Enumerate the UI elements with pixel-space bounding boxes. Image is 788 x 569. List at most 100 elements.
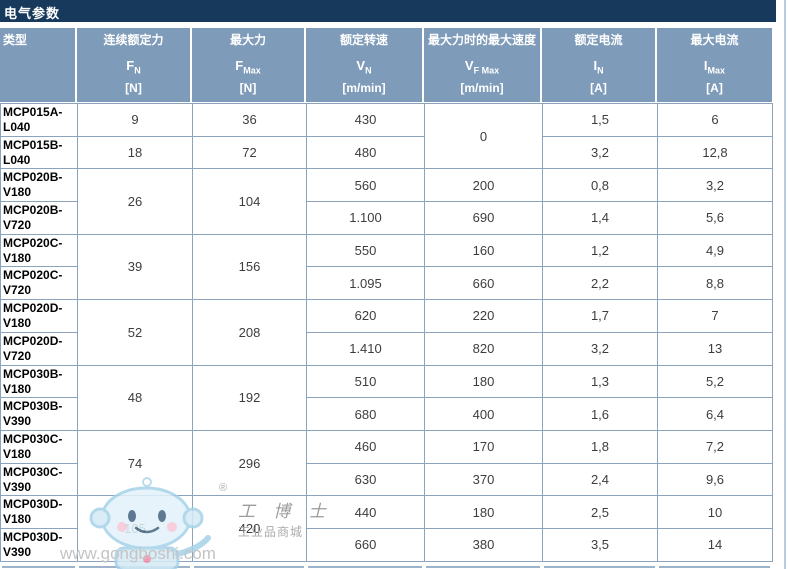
value-cell: 370 <box>424 462 543 497</box>
column-header-symbol: FMax <box>235 58 261 76</box>
value-cell: 105 <box>77 495 193 562</box>
value-cell: 560 <box>306 168 425 203</box>
value-cell: 420 <box>192 495 307 562</box>
value-cell: 2,2 <box>542 266 658 301</box>
value-cell: 74 <box>77 429 193 497</box>
value-cell: 3,5 <box>542 527 658 562</box>
parameters-table: MCP015A-L040 9 36 430 0 1,5 6 MCP015B-L040 18 72 4… <box>0 102 773 562</box>
table-row: MCP030B-V390 680 400 1,6 6,4 <box>0 397 773 431</box>
type-cell: MCP020D-V720 <box>0 331 78 366</box>
value-cell: 36 <box>192 103 307 137</box>
column-header-unit: [A] <box>590 81 607 95</box>
section-title: 电气参数 <box>4 6 61 21</box>
value-cell: 430 <box>306 103 425 137</box>
table-row: MCP020B-V720 1.100 690 1,4 5,6 <box>0 201 773 235</box>
value-cell: 1,5 <box>542 103 658 137</box>
value-cell: 510 <box>306 364 425 399</box>
column-header-label: 最大力 <box>229 33 266 47</box>
type-cell: MCP030C-V180 <box>0 429 78 464</box>
column-header-label: 类型 <box>3 33 28 47</box>
value-cell: 13 <box>657 331 773 366</box>
table-row: MCP020C-V720 1.095 660 2,2 8,8 <box>0 266 773 301</box>
value-cell: 620 <box>306 299 425 333</box>
table-row: MCP015B-L040 18 72 480 3,2 12,8 <box>0 135 773 170</box>
value-cell: 440 <box>306 495 425 529</box>
table-row: MCP030C-V180 74 296 460 170 1,8 7,2 <box>0 429 773 497</box>
value-cell: 220 <box>424 299 543 333</box>
value-cell: 1,2 <box>542 233 658 268</box>
value-cell: 156 <box>192 233 307 301</box>
type-cell: MCP030C-V390 <box>0 462 78 497</box>
column-header-label: 最大力时的最大速度 <box>428 33 537 47</box>
table-row: MCP015A-L040 9 36 430 0 1,5 6 <box>0 102 773 170</box>
value-cell: 3,2 <box>542 135 658 170</box>
table-row: MCP030C-V390 630 370 2,4 9,6 <box>0 462 773 497</box>
column-header-unit: [m/min] <box>342 81 386 95</box>
column-header-unit: [N] <box>125 81 142 95</box>
value-cell: 170 <box>424 429 543 464</box>
column-header-3: 额定转速 VN [m/min] <box>306 28 422 102</box>
value-cell: 9,6 <box>657 462 773 497</box>
column-header-label: 额定电流 <box>574 33 623 47</box>
value-cell: 7,2 <box>657 429 773 464</box>
table-row: MCP030D-V390 660 380 3,5 14 <box>0 527 773 562</box>
value-cell: 690 <box>424 201 543 235</box>
column-header-symbol: VN <box>356 58 372 76</box>
column-header-unit: [A] <box>706 81 723 95</box>
value-cell: 3,2 <box>657 168 773 203</box>
column-header-symbol: IMax <box>703 58 726 76</box>
column-header-unit: [N] <box>239 81 257 95</box>
type-cell: MCP030B-V180 <box>0 364 78 399</box>
value-cell: 1,3 <box>542 364 658 399</box>
table-row: MCP030B-V180 48 192 510 180 1,3 5,2 <box>0 364 773 431</box>
value-cell: 480 <box>306 135 425 170</box>
type-cell: MCP015A-L040 <box>0 103 78 137</box>
value-cell: 380 <box>424 527 543 562</box>
type-cell: MCP030D-V390 <box>0 527 78 562</box>
value-cell: 52 <box>77 299 193 366</box>
value-cell: 1,8 <box>542 429 658 464</box>
value-cell: 296 <box>192 429 307 497</box>
column-header-5: 额定电流 IN [A] <box>542 28 655 102</box>
value-cell: 8,8 <box>657 266 773 301</box>
value-cell: 104 <box>192 168 307 235</box>
value-cell: 7 <box>657 299 773 333</box>
type-cell: MCP020D-V180 <box>0 299 78 333</box>
value-cell: 12,8 <box>657 135 773 170</box>
value-cell: 400 <box>424 397 543 431</box>
value-cell: 3,2 <box>542 331 658 366</box>
value-cell: 1,6 <box>542 397 658 431</box>
value-cell: 4,9 <box>657 233 773 268</box>
value-cell: 2,5 <box>542 495 658 529</box>
value-cell: 2,4 <box>542 462 658 497</box>
value-cell: 39 <box>77 233 193 301</box>
value-cell: 14 <box>657 527 773 562</box>
value-cell: 72 <box>192 135 307 170</box>
value-cell: 660 <box>306 527 425 562</box>
section-title-bar: 电气参数 <box>0 0 776 22</box>
value-cell: 192 <box>192 364 307 431</box>
value-cell: 208 <box>192 299 307 366</box>
column-header-symbol: IN <box>593 58 604 76</box>
value-cell: 460 <box>306 429 425 464</box>
table-row: MCP020D-V720 1.410 820 3,2 13 <box>0 331 773 366</box>
value-cell: 660 <box>424 266 543 301</box>
column-header-unit: [m/min] <box>460 81 504 95</box>
value-cell: 1.100 <box>306 201 425 235</box>
value-cell: 160 <box>424 233 543 268</box>
page-right-border <box>784 0 786 569</box>
column-header-symbol: VF Max <box>464 58 500 76</box>
table-row: MCP020D-V180 52 208 620 220 1,7 7 <box>0 299 773 366</box>
value-cell: 6,4 <box>657 397 773 431</box>
value-cell: 1,7 <box>542 299 658 333</box>
column-header-4: 最大力时的最大速度 VF Max [m/min] <box>424 28 540 102</box>
value-cell: 10 <box>657 495 773 529</box>
value-cell: 180 <box>424 364 543 399</box>
value-cell: 550 <box>306 233 425 268</box>
type-cell: MCP030D-V180 <box>0 495 78 529</box>
value-cell: 680 <box>306 397 425 431</box>
column-header-6: 最大电流 IMax [A] <box>657 28 772 102</box>
value-cell: 5,2 <box>657 364 773 399</box>
table-row: MCP030D-V180 105 420 440 180 2,5 10 <box>0 495 773 562</box>
